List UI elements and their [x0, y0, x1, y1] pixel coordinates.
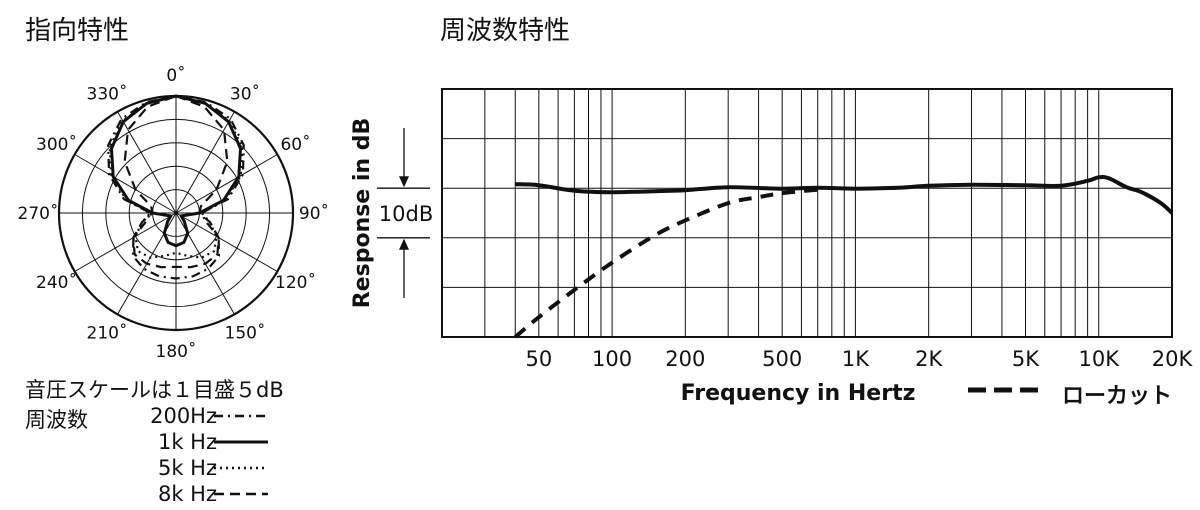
polar-series-200hz — [107, 94, 245, 280]
polar-spoke-330 — [117, 111, 177, 214]
polar-angle-label-210: 210˚ — [87, 323, 128, 344]
polar-spoke-300 — [74, 154, 177, 214]
scale-marker-label: 10dB — [379, 202, 433, 226]
polar-angle-label-90: 90˚ — [299, 203, 329, 224]
polar-spoke-60 — [175, 154, 278, 214]
low-cut-curve — [514, 187, 818, 339]
polar-angle-label-270: 270˚ — [18, 203, 59, 224]
polar-angle-label-300: 300˚ — [36, 134, 77, 155]
polar-pattern-chart: 0˚ 30˚ 60˚ 90˚ 120˚ 150˚ 180˚ 210˚ 240˚ 270˚ 300˚ 3… — [18, 65, 330, 362]
frequency-response-chart: 50 100 200 500 1K 2K 5K 10K 20K Frequency in Hert… — [350, 88, 1194, 406]
y-axis-label: Response in dB — [350, 118, 375, 309]
x-tick-label-2000: 2K — [915, 347, 943, 371]
polar-series-8khz — [123, 94, 229, 269]
polar-series-1khz — [110, 94, 242, 248]
legend-title: 周波数 — [25, 408, 88, 432]
x-tick-label-20000: 20K — [1152, 347, 1194, 371]
scale-arrow-up-head — [399, 238, 409, 250]
legend-label-1khz: 1k Hz — [157, 430, 217, 454]
polar-spoke-120 — [175, 212, 278, 272]
scale-note: 音圧スケールは１目盛５dB — [25, 378, 284, 402]
polar-angle-label-240: 240˚ — [36, 272, 77, 293]
polar-chart-title: 指向特性 — [25, 16, 130, 46]
low-cut-legend-label: ローカット — [1062, 384, 1173, 409]
polar-angle-label-180: 180˚ — [156, 341, 197, 362]
x-tick-label-100: 100 — [592, 347, 632, 371]
x-tick-label-5000: 5K — [1012, 347, 1040, 371]
x-tick-label-10000: 10K — [1078, 347, 1120, 371]
polar-angle-label-330: 330˚ — [87, 83, 128, 104]
polar-legend-swatches — [214, 414, 268, 496]
polar-angle-label-120: 120˚ — [275, 272, 316, 293]
plot-frame — [441, 88, 1173, 338]
scale-arrow-down-head — [399, 176, 409, 188]
response-curve — [515, 174, 1174, 215]
legend-label-200hz: 200Hz — [150, 404, 217, 428]
x-tick-label-500: 500 — [762, 347, 802, 371]
legend-label-5khz: 5k Hz — [157, 456, 217, 480]
x-tick-label-1000: 1K — [842, 347, 870, 371]
polar-spoke-240 — [74, 212, 177, 272]
polar-spoke-30 — [175, 111, 235, 214]
legend-label-8khz: 8k Hz — [157, 482, 217, 506]
frequency-chart-title: 周波数特性 — [440, 16, 571, 46]
polar-angle-label-150: 150˚ — [225, 323, 266, 344]
x-tick-label-200: 200 — [665, 347, 705, 371]
polar-angle-label-0: 0˚ — [166, 65, 185, 86]
polar-angle-label-60: 60˚ — [280, 134, 310, 155]
polar-angle-label-30: 30˚ — [230, 83, 260, 104]
x-tick-label-50: 50 — [525, 347, 552, 371]
x-axis-label: Frequency in Hertz — [681, 381, 916, 406]
